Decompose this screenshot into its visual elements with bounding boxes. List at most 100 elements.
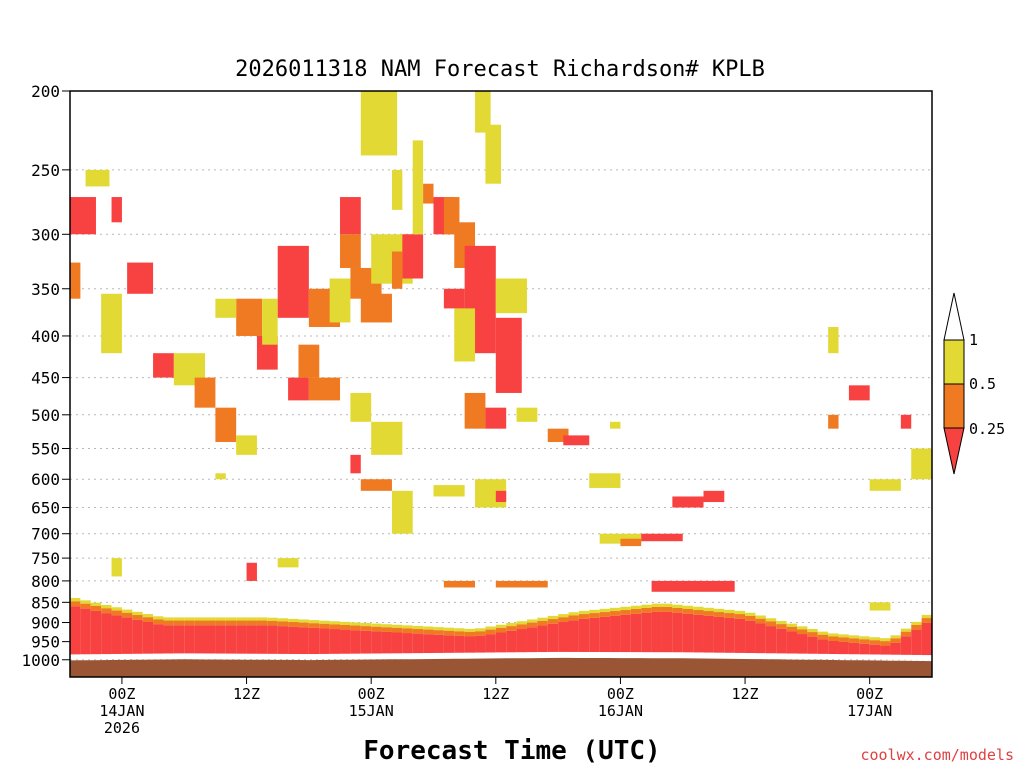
ri-cell-boundary-red xyxy=(869,644,881,655)
ri-cell-red xyxy=(340,197,361,235)
ri-cell-red xyxy=(485,407,507,429)
ri-cell-boundary-orange xyxy=(256,620,268,626)
ri-cell-boundary-orange xyxy=(277,621,289,627)
ri-cell-boundary-red xyxy=(921,622,932,656)
ri-cell-yellow xyxy=(589,473,621,488)
ri-cell-boundary-yellow xyxy=(267,617,278,621)
ri-cell-boundary-orange xyxy=(724,613,735,618)
ri-cell-boundary-orange xyxy=(599,612,611,617)
ri-cell-boundary-yellow xyxy=(610,607,621,612)
colorbar-bin-orange xyxy=(943,383,965,429)
ri-cell-boundary-yellow xyxy=(433,627,444,631)
y-tick-label: 200 xyxy=(31,82,60,101)
ri-cell-boundary-orange xyxy=(817,634,829,640)
ri-cell-boundary-red xyxy=(329,629,341,654)
ri-cell-boundary-yellow xyxy=(921,614,932,619)
ri-cell-boundary-orange xyxy=(101,608,112,614)
ri-cell-boundary-red xyxy=(153,624,164,654)
ri-cell-boundary-orange xyxy=(495,627,507,633)
ri-cell-boundary-red xyxy=(620,614,631,653)
ri-cell-yellow xyxy=(215,298,237,318)
ri-cell-yellow xyxy=(485,124,501,184)
ri-cell-orange xyxy=(236,298,263,336)
ri-cell-yellow xyxy=(360,91,398,156)
ri-cell-boundary-orange xyxy=(412,629,424,634)
ri-cell-boundary-orange xyxy=(506,626,517,631)
ri-cell-boundary-orange xyxy=(402,628,413,634)
ri-cell-boundary-yellow xyxy=(350,622,361,626)
ri-cell-boundary-red xyxy=(194,625,206,654)
ri-cell-orange xyxy=(443,580,476,588)
y-tick-label: 400 xyxy=(31,327,60,346)
ri-cell-boundary-orange xyxy=(319,623,330,629)
ri-cell-boundary-red xyxy=(900,636,912,655)
ri-cell-yellow xyxy=(350,392,372,422)
ri-cell-boundary-orange xyxy=(288,622,299,627)
ri-cell-boundary-red xyxy=(610,615,621,653)
ri-cell-boundary-yellow xyxy=(828,633,839,637)
plot-frame xyxy=(69,90,933,678)
ri-cell-boundary-orange xyxy=(215,620,226,626)
ri-cell-red xyxy=(111,197,122,223)
ri-cell-boundary-red xyxy=(796,634,808,654)
ri-cell-boundary-orange xyxy=(350,625,361,631)
ri-cell-boundary-yellow xyxy=(547,615,559,620)
ri-cell-boundary-yellow xyxy=(225,617,237,621)
ri-cell-boundary-yellow xyxy=(661,603,673,607)
ri-cell-boundary-yellow xyxy=(464,628,476,632)
ri-cell-boundary-orange xyxy=(236,620,247,626)
ri-cell-boundary-orange xyxy=(246,620,257,626)
ri-cell-yellow xyxy=(111,558,122,577)
ri-cell-boundary-red xyxy=(693,614,704,653)
terrain-below-surface xyxy=(69,654,933,677)
ri-cell-boundary-red xyxy=(807,636,818,654)
ri-cell-boundary-orange xyxy=(173,620,185,626)
ri-cell-boundary-red xyxy=(90,610,102,655)
ri-cell-boundary-orange xyxy=(900,631,912,637)
ri-cell-yellow xyxy=(911,448,932,480)
ri-cell-boundary-orange xyxy=(589,613,600,618)
ri-cell-boundary-yellow xyxy=(796,626,808,630)
ri-cell-boundary-yellow xyxy=(880,638,891,642)
ri-cell-boundary-yellow xyxy=(121,609,133,613)
ri-cell-boundary-red xyxy=(859,643,870,655)
ri-cell-boundary-yellow xyxy=(848,635,860,639)
x-tick-label: 00Z xyxy=(856,685,883,703)
ri-cell-boundary-orange xyxy=(672,607,683,613)
ri-cell-boundary-yellow xyxy=(298,619,309,623)
ri-cell-boundary-orange xyxy=(381,627,392,632)
richardson-number-field xyxy=(70,91,932,656)
ri-cell-red xyxy=(127,262,154,294)
ri-cell-boundary-red xyxy=(475,635,486,653)
ri-cell-boundary-orange xyxy=(516,624,527,630)
y-tick-label: 650 xyxy=(31,499,60,518)
ri-cell-yellow xyxy=(329,278,351,323)
ri-cell-boundary-red xyxy=(506,630,517,653)
ri-cell-boundary-orange xyxy=(308,623,320,628)
y-tick-label: 450 xyxy=(31,369,60,388)
ri-cell-boundary-red xyxy=(70,606,81,655)
ri-cell-boundary-red xyxy=(589,617,600,653)
y-tick-label: 600 xyxy=(31,470,60,489)
ri-cell-yellow xyxy=(391,169,403,210)
ri-cell-boundary-red xyxy=(755,623,766,654)
ri-cell-boundary-orange xyxy=(205,620,216,626)
ri-cell-boundary-red xyxy=(713,616,725,653)
ri-cell-boundary-orange xyxy=(765,621,777,627)
ri-cell-boundary-red xyxy=(745,620,756,654)
ri-cell-boundary-orange xyxy=(911,624,922,630)
y-tick-label: 300 xyxy=(31,225,60,244)
ri-cell-boundary-red xyxy=(205,625,216,654)
ri-cell-orange xyxy=(495,580,548,588)
ri-cell-boundary-yellow xyxy=(215,617,226,621)
ri-cell-boundary-yellow xyxy=(90,602,102,607)
ri-cell-boundary-yellow xyxy=(693,606,704,611)
ri-cell-boundary-orange xyxy=(298,622,309,628)
ri-cell-yellow xyxy=(371,421,403,455)
ri-cell-boundary-red xyxy=(786,631,797,654)
ri-cell-boundary-red xyxy=(911,629,922,655)
ri-cell-boundary-orange xyxy=(745,615,756,621)
credit-link[interactable]: coolwx.com/models xyxy=(860,746,1014,764)
ri-cell-boundary-yellow xyxy=(111,607,122,611)
